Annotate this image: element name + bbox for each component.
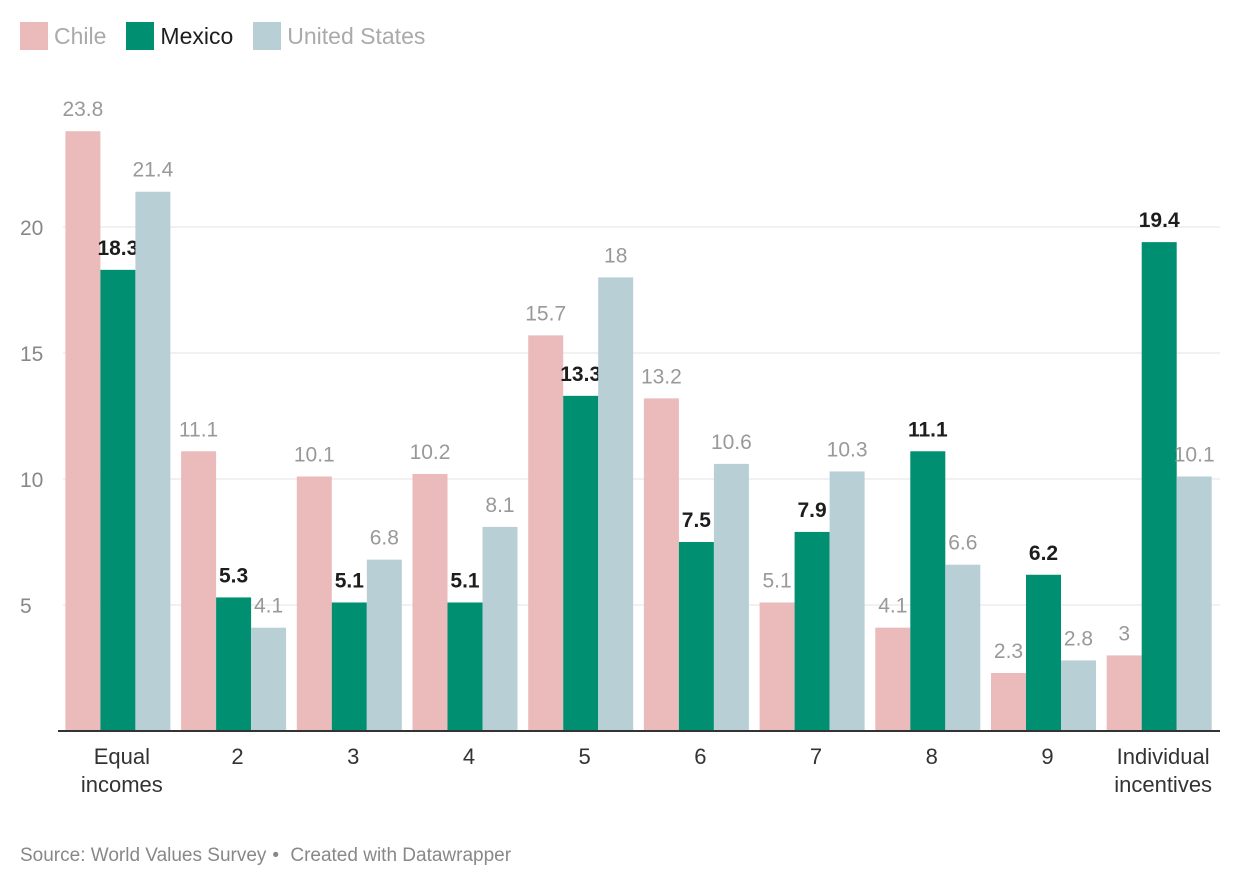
bar-chile [1106, 655, 1142, 731]
y-tick-label: 10 [20, 469, 43, 492]
x-tick-label: 9 [1041, 744, 1053, 769]
legend-item-united-states[interactable]: United States [253, 22, 425, 50]
y-tick-label: 5 [20, 595, 32, 618]
data-label: 10.2 [410, 441, 451, 464]
bar-mexico [100, 269, 136, 731]
bar-united-states [945, 564, 981, 731]
bar-united-states [1176, 476, 1212, 731]
data-label: 13.2 [641, 365, 682, 388]
bar-united-states [1061, 660, 1096, 731]
bar-chile [759, 602, 795, 731]
data-label: 5.1 [450, 569, 480, 592]
bar-united-states [482, 526, 518, 731]
x-tick-label: Equal [94, 744, 150, 769]
data-label: 7.9 [797, 499, 826, 522]
data-label: 19.4 [1139, 209, 1180, 232]
bar-chile [643, 398, 679, 731]
legend-item-chile[interactable]: Chile [20, 22, 106, 50]
x-tick-label: incentives [1114, 772, 1212, 797]
data-label: 5.1 [762, 569, 791, 592]
bar-united-states [366, 559, 402, 731]
legend-item-mexico[interactable]: Mexico [126, 22, 233, 50]
x-tick-label: 8 [926, 744, 938, 769]
data-label: 15.7 [525, 302, 566, 325]
x-tick-label: 4 [463, 744, 475, 769]
x-tick-label: 6 [694, 744, 706, 769]
y-tick-label: 20 [20, 217, 43, 240]
x-tick-label: 7 [810, 744, 822, 769]
data-label: 10.3 [827, 438, 868, 461]
bar-united-states [135, 191, 171, 732]
bar-mexico [1141, 242, 1177, 731]
bar-united-states [251, 627, 287, 731]
bar-chile [991, 673, 1026, 731]
data-label: 7.5 [682, 509, 712, 532]
credit-text: Created with Datawrapper [290, 845, 512, 866]
data-label: 3 [1118, 622, 1130, 645]
data-label: 11.1 [908, 418, 948, 441]
footer-source: Source: World Values Survey • Created wit… [20, 845, 517, 867]
bar-mexico [331, 602, 367, 731]
footer-separator: • [272, 845, 280, 866]
bar-chile [875, 627, 911, 731]
data-label: 10.6 [711, 431, 752, 454]
legend-swatch-mexico [126, 22, 155, 50]
bar-mexico [1026, 574, 1061, 731]
x-tick-label: 5 [579, 744, 591, 769]
bar-mexico [216, 597, 252, 731]
data-label: 11.1 [179, 418, 218, 441]
data-label: 21.4 [132, 159, 173, 182]
data-label: 4.1 [254, 595, 283, 618]
bar-mexico [794, 531, 830, 731]
bar-chile [412, 473, 448, 731]
source-text: Source: World Values Survey [20, 845, 267, 866]
data-label: 2.8 [1064, 627, 1093, 650]
data-label: 10.1 [1174, 443, 1215, 466]
bar-united-states [713, 463, 749, 731]
data-label: 4.1 [878, 595, 907, 618]
bar-chile [528, 335, 564, 731]
bar-united-states [598, 277, 634, 731]
data-label: 18.3 [97, 237, 138, 260]
data-label: 5.1 [335, 569, 365, 592]
data-label: 8.1 [485, 494, 514, 517]
data-label: 6.2 [1029, 542, 1058, 565]
x-tick-label: incomes [81, 772, 163, 797]
data-label: 23.8 [62, 98, 103, 121]
x-tick-label: Individual [1117, 744, 1210, 769]
bar-chile [181, 451, 217, 731]
bar-chile [296, 476, 332, 731]
data-label: 2.3 [994, 640, 1023, 663]
x-tick-label: 3 [347, 744, 359, 769]
data-label: 6.8 [370, 527, 399, 550]
legend-swatch-united-states [253, 22, 282, 50]
bar-mexico [447, 602, 483, 731]
x-tick-label: 2 [231, 744, 243, 769]
legend: Chile Mexico United States [20, 22, 445, 50]
data-label: 13.3 [560, 363, 601, 386]
data-label: 10.1 [294, 443, 335, 466]
bar-mexico [678, 542, 714, 731]
bar-united-states [829, 471, 865, 731]
data-label: 6.6 [948, 532, 977, 555]
legend-label-united-states: United States [287, 23, 426, 49]
data-label: 5.3 [219, 564, 248, 587]
legend-label-mexico: Mexico [160, 23, 234, 49]
y-tick-label: 15 [20, 343, 43, 366]
legend-swatch-chile [20, 22, 48, 50]
bar-mexico [563, 395, 599, 731]
bar-chile [65, 131, 101, 732]
legend-label-chile: Chile [54, 23, 107, 49]
bar-mexico [910, 451, 946, 731]
data-label: 18 [604, 244, 627, 267]
